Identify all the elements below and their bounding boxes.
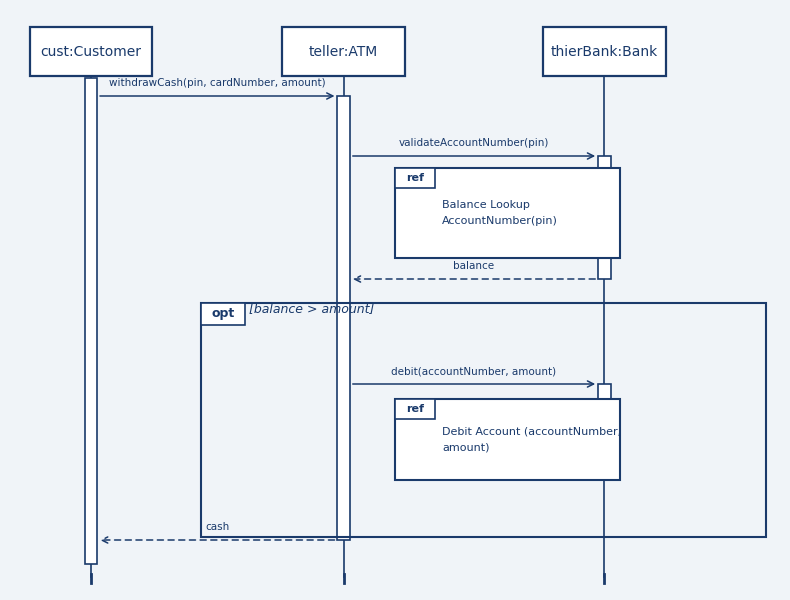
Text: AccountNumber(pin): AccountNumber(pin)	[442, 217, 559, 226]
FancyBboxPatch shape	[395, 168, 435, 188]
FancyBboxPatch shape	[544, 27, 665, 76]
FancyBboxPatch shape	[85, 78, 97, 564]
Text: ref: ref	[406, 404, 423, 414]
FancyBboxPatch shape	[395, 399, 435, 419]
FancyBboxPatch shape	[598, 156, 611, 279]
Text: [balance > amount]: [balance > amount]	[249, 302, 374, 316]
Text: Balance Lookup: Balance Lookup	[442, 200, 530, 209]
Text: amount): amount)	[442, 443, 490, 453]
Text: withdrawCash(pin, cardNumber, amount): withdrawCash(pin, cardNumber, amount)	[109, 78, 325, 88]
Text: thierBank:Bank: thierBank:Bank	[551, 44, 658, 59]
Text: debit(accountNumber, amount): debit(accountNumber, amount)	[391, 366, 557, 376]
Text: teller:ATM: teller:ATM	[309, 44, 378, 59]
Text: ref: ref	[406, 173, 423, 183]
Text: Debit Account (accountNumber,: Debit Account (accountNumber,	[442, 426, 622, 436]
Text: validateAccountNumber(pin): validateAccountNumber(pin)	[399, 138, 549, 148]
Text: balance: balance	[453, 261, 495, 271]
FancyBboxPatch shape	[283, 27, 404, 76]
FancyBboxPatch shape	[337, 96, 350, 540]
FancyBboxPatch shape	[395, 168, 620, 258]
FancyBboxPatch shape	[201, 303, 245, 325]
FancyBboxPatch shape	[30, 27, 152, 76]
FancyBboxPatch shape	[598, 384, 611, 456]
Text: opt: opt	[212, 307, 235, 320]
FancyBboxPatch shape	[395, 399, 620, 480]
Text: cust:Customer: cust:Customer	[40, 44, 141, 59]
Text: cash: cash	[205, 522, 229, 532]
